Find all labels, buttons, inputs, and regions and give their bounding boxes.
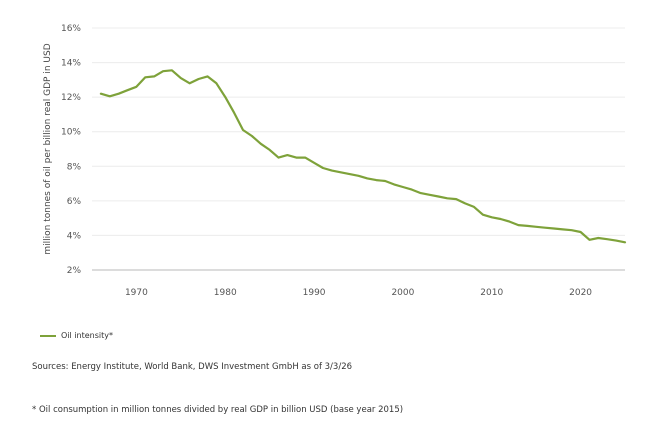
x-tick-label: 1970 — [125, 288, 148, 298]
sources-note: Sources: Energy Institute, World Bank, D… — [32, 362, 353, 372]
footnote: * Oil consumption in million tonnes divi… — [32, 405, 404, 415]
x-tick-label: 2020 — [569, 288, 592, 298]
y-tick-label: 8% — [67, 162, 82, 172]
y-axis-label: million tonnes of oil per billion real G… — [43, 43, 53, 254]
y-tick-label: 6% — [67, 197, 82, 207]
legend-line-swatch — [40, 334, 56, 337]
x-tick-label: 1980 — [214, 288, 237, 298]
x-tick-label: 1990 — [303, 288, 326, 298]
series-layer — [99, 69, 627, 244]
x-tick-label: 2010 — [480, 288, 503, 298]
y-tick-label: 14% — [61, 59, 81, 69]
y-tick-label: 10% — [61, 128, 81, 138]
axes: million tonnes of oil per billion real G… — [43, 43, 53, 254]
y-tick-label: 12% — [61, 93, 81, 103]
x-tick-labels: 1970 1980 1990 2000 2010 2020 — [125, 288, 592, 298]
oil-intensity-chart: million tonnes of oil per billion real G… — [43, 24, 627, 298]
y-tick-labels: 2% 4% 6% 8% 10% 12% 14% 16% — [61, 24, 81, 276]
y-tick-label: 2% — [67, 266, 82, 276]
series-line-oil-intensity — [99, 69, 627, 244]
chart-legend: Oil intensity* — [40, 331, 113, 340]
y-tick-label: 4% — [67, 231, 82, 241]
gridlines — [92, 27, 625, 271]
y-tick-label: 16% — [61, 24, 81, 34]
legend-label: Oil intensity* — [61, 331, 113, 340]
x-tick-label: 2000 — [391, 288, 414, 298]
